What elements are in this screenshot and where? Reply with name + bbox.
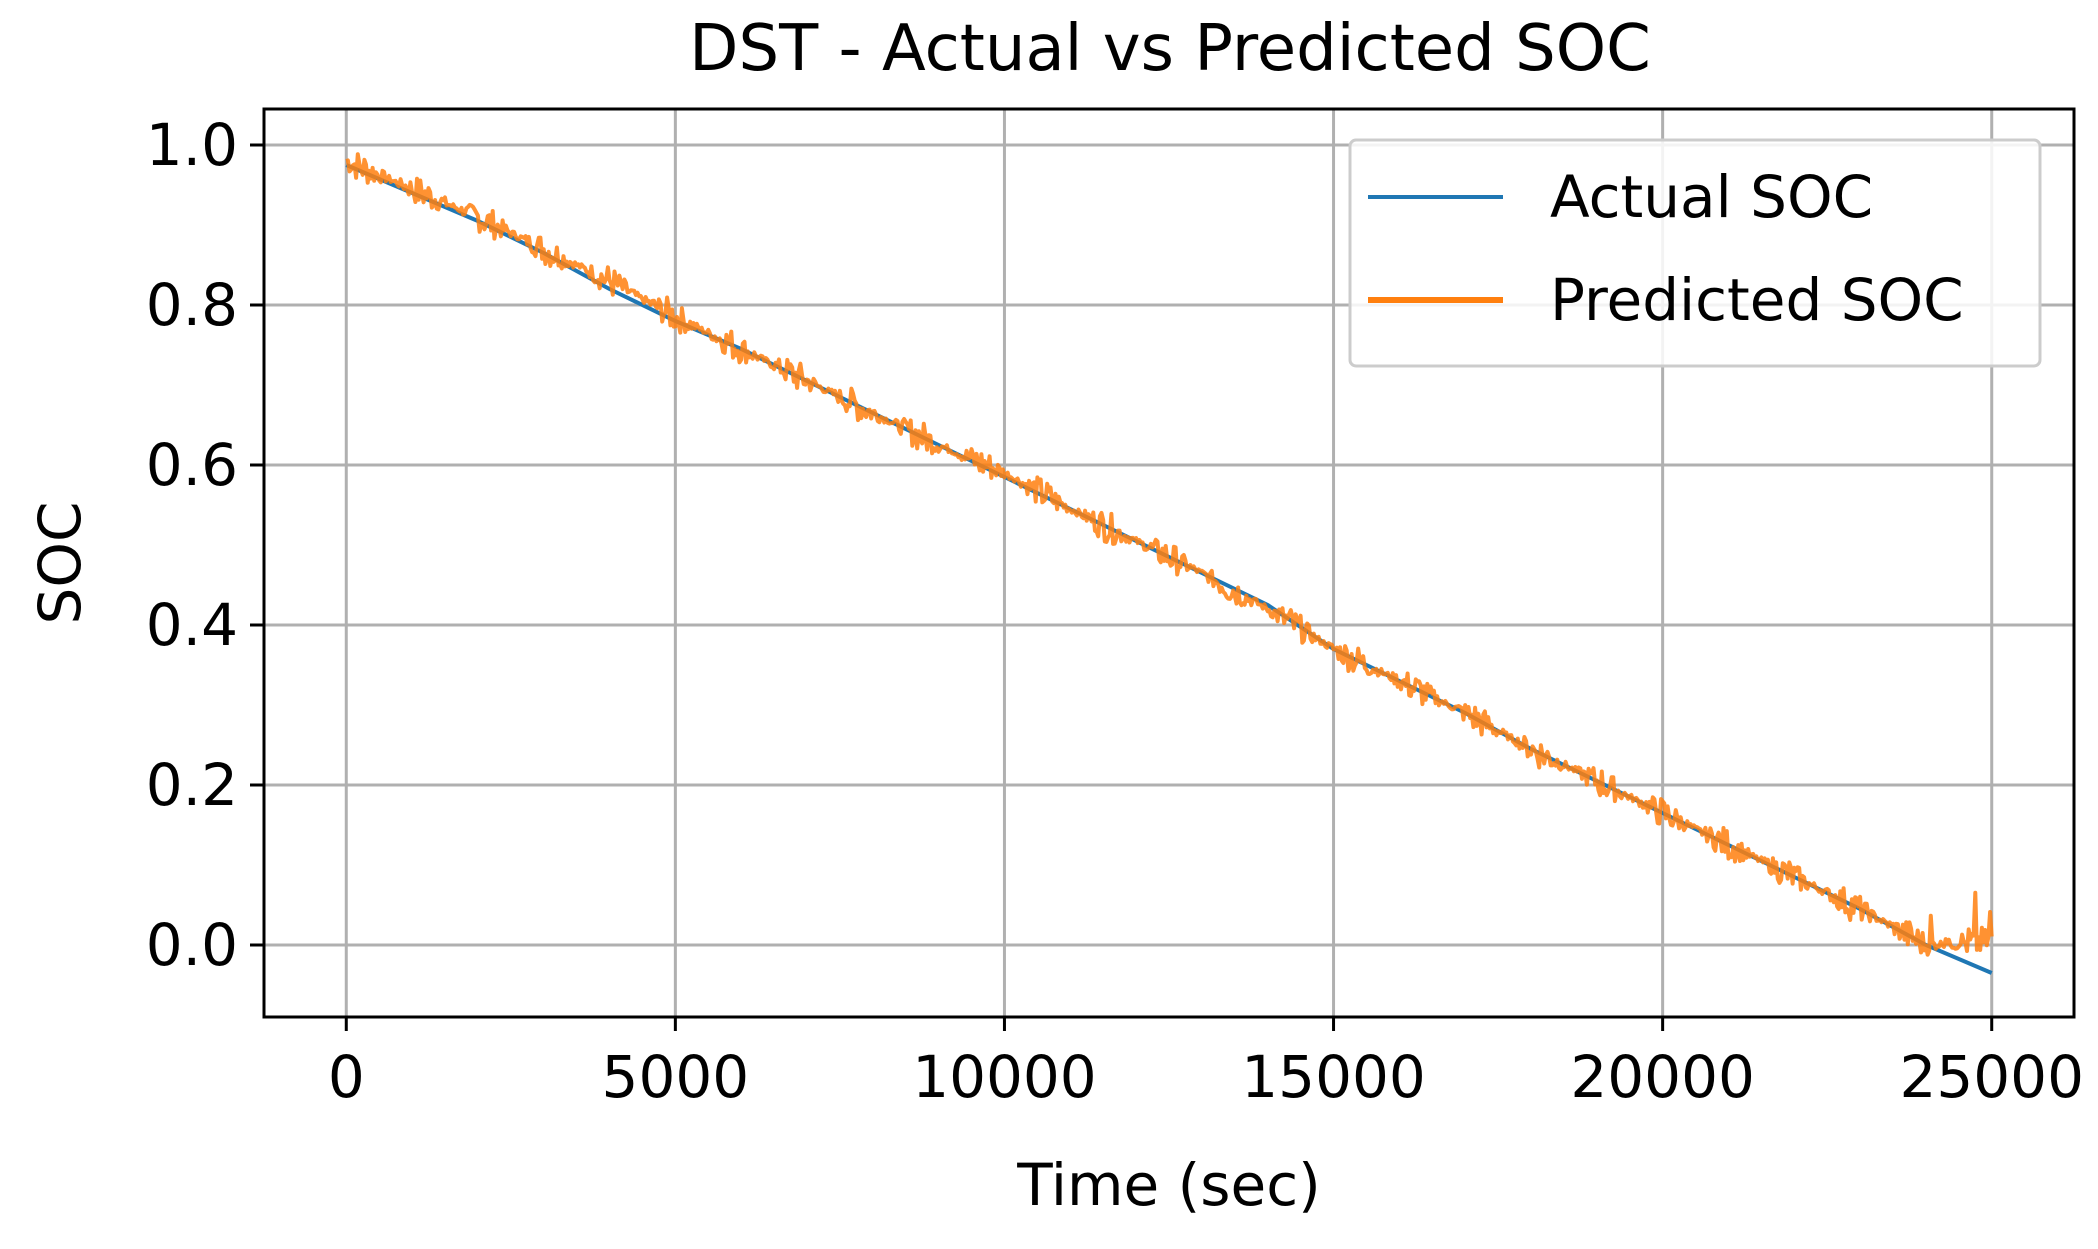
axis-ticks: 0 5000 10000 15000 20000 25000 0.0 0.2 0.4 0.6 0.8… xyxy=(146,111,2084,1111)
x-tick-label: 0 xyxy=(328,1043,365,1111)
series-line-predicted-soc xyxy=(345,152,1994,957)
x-tick-label: 20000 xyxy=(1570,1043,1755,1111)
y-tick-label: 0.4 xyxy=(146,591,238,659)
series-group xyxy=(345,152,1994,975)
y-tick-label: 0.8 xyxy=(146,271,238,339)
x-tick-label: 10000 xyxy=(912,1043,1097,1111)
x-tick-label: 15000 xyxy=(1241,1043,1426,1111)
legend-label-actual-soc: Actual SOC xyxy=(1550,163,1873,231)
legend-box xyxy=(1348,138,2042,368)
x-tick-label: 25000 xyxy=(1899,1043,2084,1111)
x-axis-label: Time (sec) xyxy=(1016,1151,1320,1219)
y-tick-label: 0.2 xyxy=(146,751,238,819)
x-tick-label: 5000 xyxy=(602,1043,750,1111)
plot-frame xyxy=(262,107,2076,1019)
chart-title: DST - Actual vs Predicted SOC xyxy=(689,12,1651,86)
y-tick-label: 1.0 xyxy=(146,111,238,179)
y-tick-label: 0.0 xyxy=(146,911,238,979)
legend-label-predicted-soc: Predicted SOC xyxy=(1550,266,1964,334)
y-axis-label: SOC xyxy=(26,502,94,625)
legend: Actual SOC Predicted SOC xyxy=(1348,138,2042,368)
y-tick-label: 0.6 xyxy=(146,431,238,499)
